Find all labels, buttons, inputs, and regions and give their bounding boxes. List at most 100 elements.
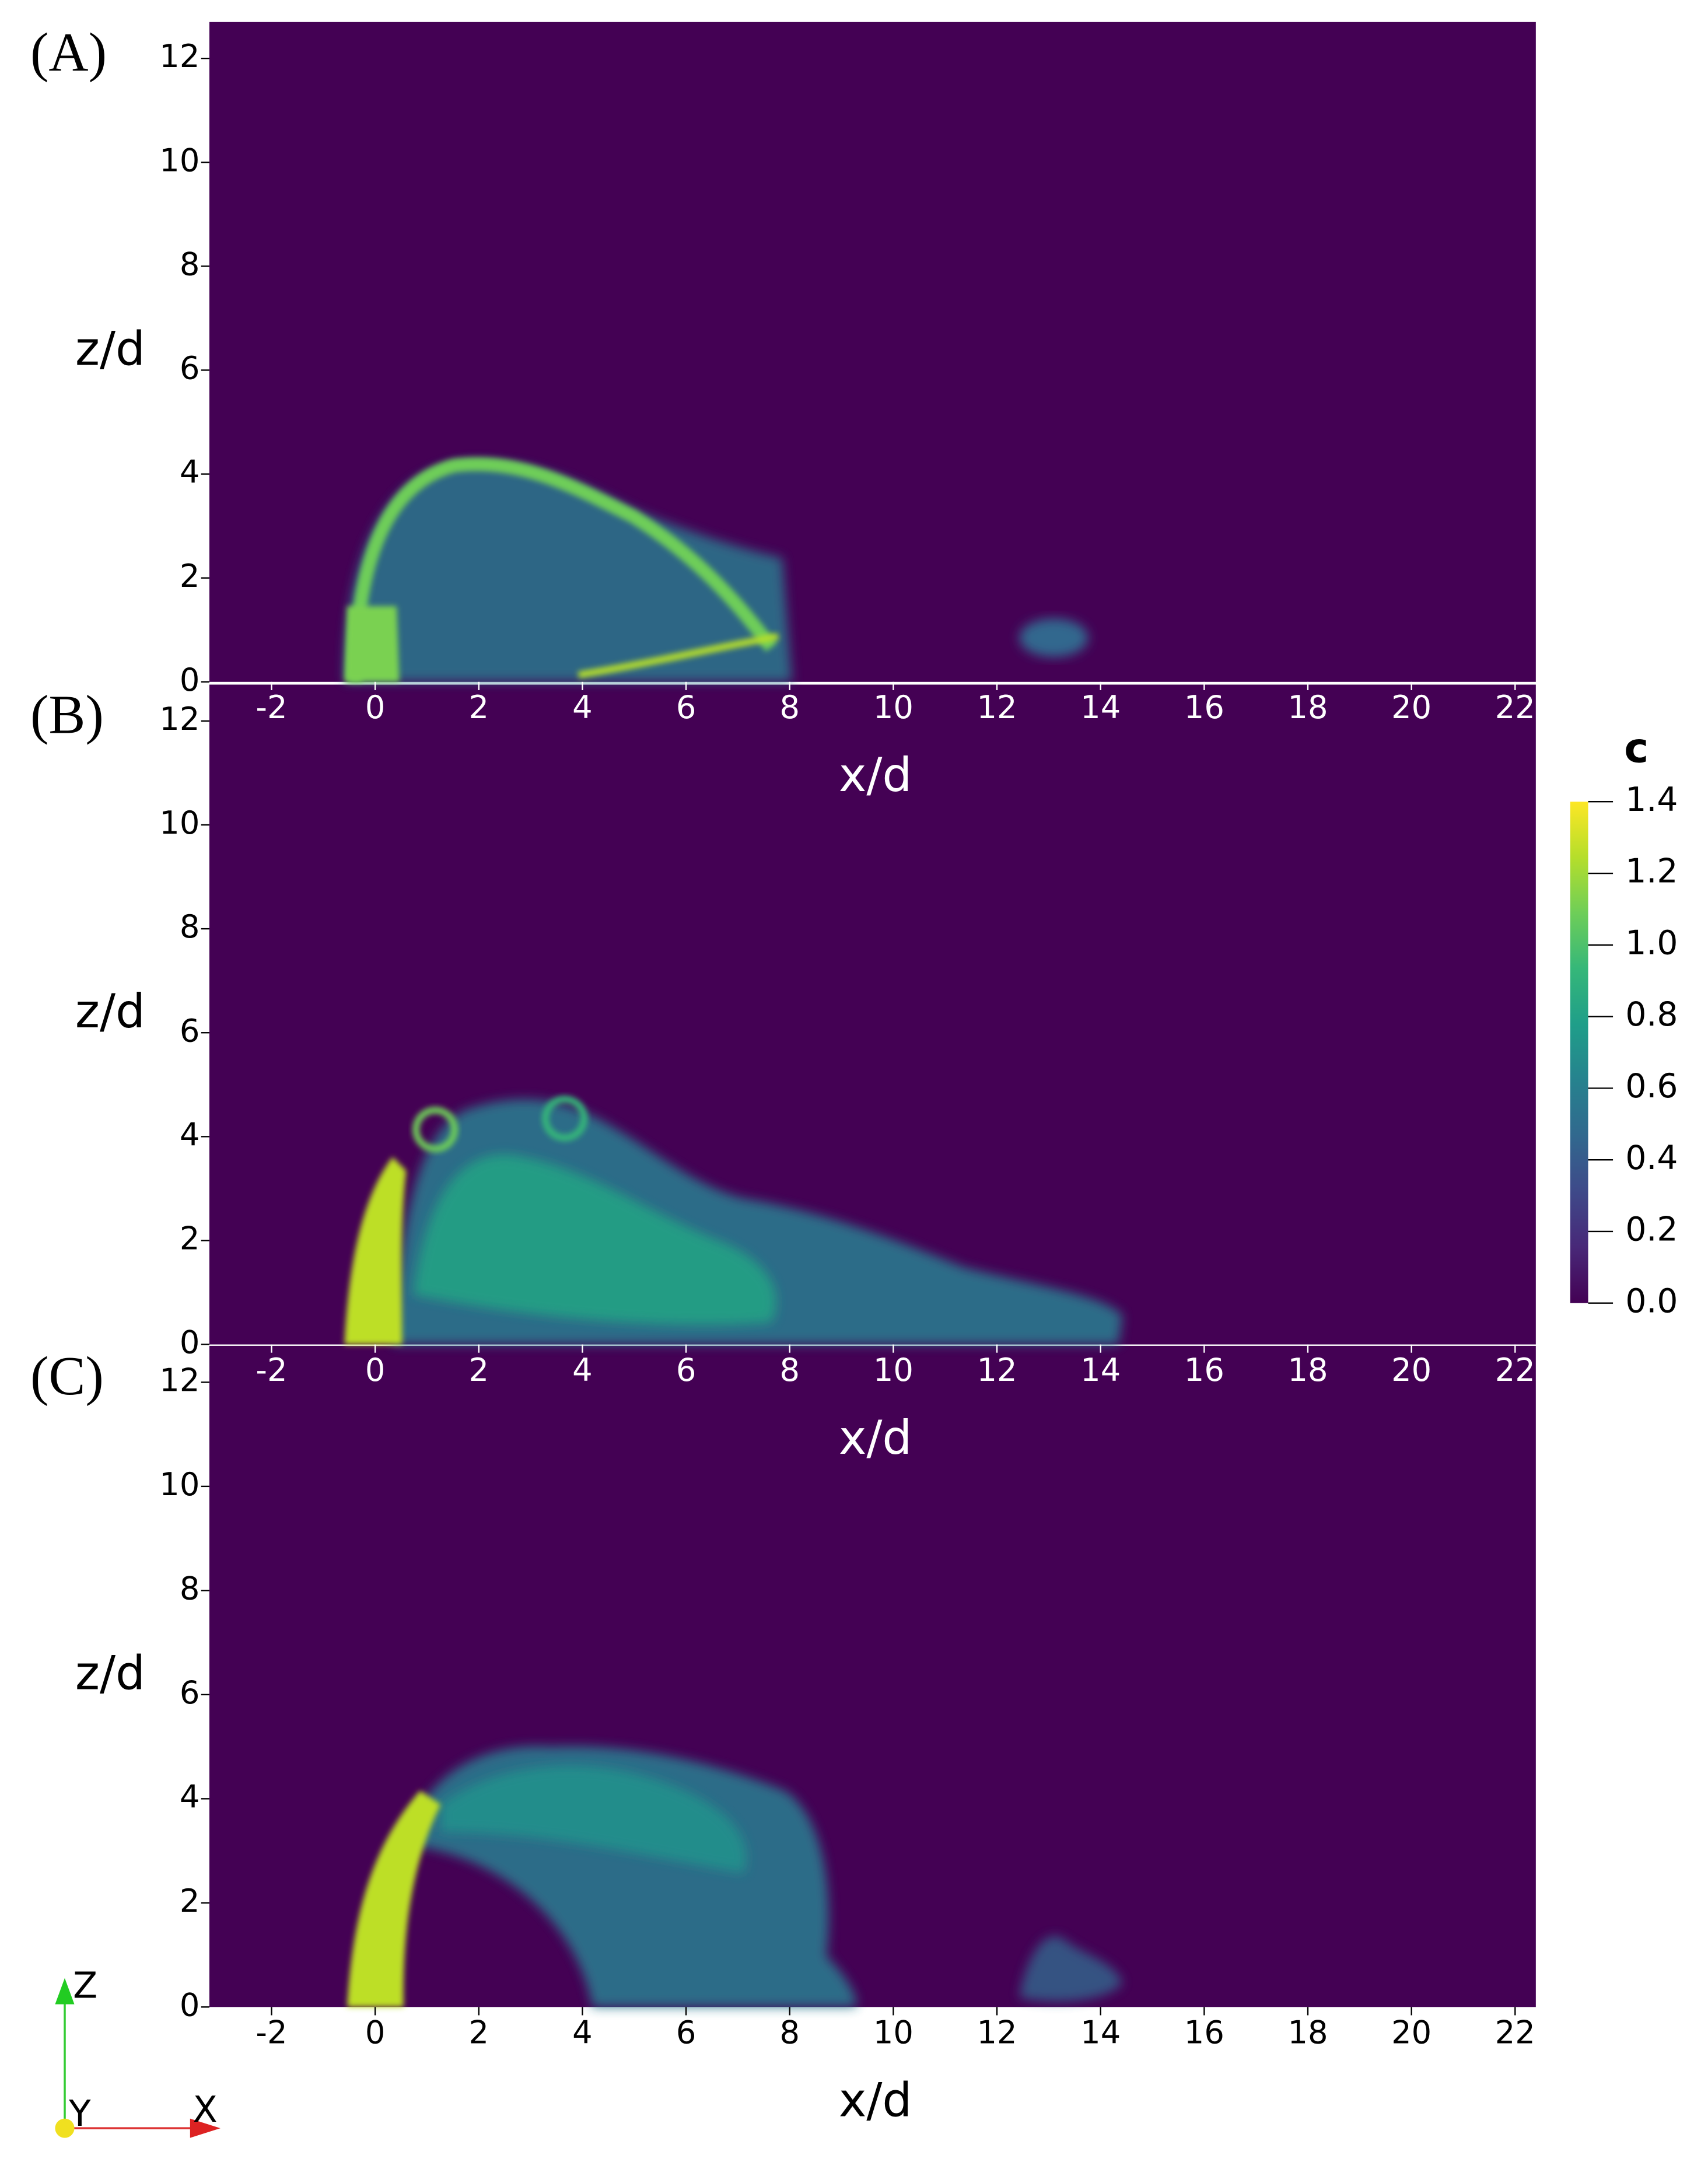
x-tick-label: 4 xyxy=(572,2014,593,2051)
x-axis-label: x/d xyxy=(839,2073,912,2128)
panel-label: (A) xyxy=(30,22,107,83)
axis-z-label: Z xyxy=(73,1965,97,2006)
x-tick-label: 8 xyxy=(779,1352,800,1388)
x-tick-label: 8 xyxy=(779,2014,800,2051)
y-tick-label: 4 xyxy=(180,1116,200,1153)
panel-label: (C) xyxy=(30,1346,104,1407)
plot-area xyxy=(209,1345,1536,2007)
plume-c-jet xyxy=(347,1790,441,2007)
orientation-axes: Z Y X xyxy=(55,1965,220,2138)
y-tick-label: 0 xyxy=(180,1986,200,2023)
y-tick-label: 4 xyxy=(180,1778,200,1815)
y-tick-label: 2 xyxy=(180,1220,200,1257)
x-tick-label: 18 xyxy=(1287,1352,1328,1388)
y-tick-label: 2 xyxy=(180,1883,200,1919)
plume-a-shear xyxy=(578,633,779,678)
x-tick-label: 22 xyxy=(1495,2014,1535,2051)
x-tick-label: 14 xyxy=(1080,689,1121,726)
y-tick-label: 4 xyxy=(180,454,200,491)
x-tick-label: 18 xyxy=(1287,2014,1328,2051)
x-tick-label: 0 xyxy=(365,689,386,726)
x-tick-label: 2 xyxy=(469,689,489,726)
x-tick-label: 4 xyxy=(572,1352,593,1388)
plume-b-vortex xyxy=(412,1107,459,1153)
x-tick-label: 4 xyxy=(572,689,593,726)
x-tick-label: 12 xyxy=(977,1352,1017,1388)
axis-x-label: X xyxy=(193,2089,218,2130)
y-tick-label: 6 xyxy=(180,1012,200,1049)
x-axis-label: x/d xyxy=(839,1410,912,1465)
y-tick-label: 6 xyxy=(180,350,200,387)
x-tick-label: 6 xyxy=(676,1352,696,1388)
y-tick-label: 8 xyxy=(180,908,200,945)
colorbar-tick-label: 0.6 xyxy=(1625,1067,1678,1106)
x-tick-label: 10 xyxy=(873,2014,914,2051)
arrow-x xyxy=(190,2118,220,2138)
x-tick-label: -2 xyxy=(256,1352,287,1388)
y-tick-label: 0 xyxy=(180,662,200,698)
y-tick-label: 6 xyxy=(180,1674,200,1711)
x-tick-label: 22 xyxy=(1495,1352,1535,1388)
y-tick-label: 12 xyxy=(159,1362,200,1399)
x-tick-label: 12 xyxy=(977,689,1017,726)
x-tick-label: 16 xyxy=(1184,2014,1224,2051)
x-tick-label: 22 xyxy=(1495,689,1535,726)
colorbar xyxy=(1570,802,1588,1303)
plume-c-tail xyxy=(1019,1936,1123,2002)
y-tick-label: 0 xyxy=(180,1324,200,1361)
colorbar-tick-label: 0.2 xyxy=(1625,1211,1678,1249)
y-tick-label: 8 xyxy=(180,246,200,282)
x-tick-label: -2 xyxy=(256,689,287,726)
x-tick-label: 0 xyxy=(365,1352,386,1388)
y-axis-label: z/d xyxy=(75,1646,145,1701)
y-tick-label: 8 xyxy=(180,1570,200,1607)
x-tick-label: 10 xyxy=(873,689,914,726)
x-tick-label: 12 xyxy=(977,2014,1017,2051)
plume-b-jet xyxy=(344,1157,407,1345)
y-tick-label: 12 xyxy=(159,38,200,75)
y-tick-label: 10 xyxy=(159,142,200,179)
x-tick-label: 20 xyxy=(1391,1352,1432,1388)
y-axis-label: z/d xyxy=(75,321,145,376)
y-tick-label: 10 xyxy=(159,1466,200,1503)
x-tick-label: 16 xyxy=(1184,1352,1224,1388)
x-tick-label: 18 xyxy=(1287,689,1328,726)
x-tick-label: 14 xyxy=(1080,2014,1121,2051)
plume-a-jet xyxy=(344,606,400,682)
y-tick-label: 12 xyxy=(159,701,200,737)
x-tick-label: -2 xyxy=(256,2014,287,2051)
colorbar-tick-label: 1.0 xyxy=(1625,923,1678,962)
plume-b-vortex xyxy=(542,1096,588,1142)
colorbar-tick-label: 0.8 xyxy=(1625,995,1678,1034)
colorbar-tick-label: 0.4 xyxy=(1625,1139,1678,1177)
x-tick-label: 6 xyxy=(676,689,696,726)
colorbar-title: c xyxy=(1624,723,1648,772)
plume-a-blob xyxy=(1019,618,1088,657)
arrow-z xyxy=(55,1978,75,2004)
x-tick-label: 8 xyxy=(779,689,800,726)
y-axis-label: z/d xyxy=(75,984,145,1038)
colorbar-tick-label: 1.4 xyxy=(1625,781,1678,819)
backgrounds xyxy=(209,22,1536,2007)
y-tick-label: 2 xyxy=(180,558,200,594)
x-tick-label: 14 xyxy=(1080,1352,1121,1388)
x-tick-label: 0 xyxy=(365,2014,386,2051)
axis-y-label: Y xyxy=(68,2093,91,2135)
plume-a-edge xyxy=(348,457,777,682)
plumes xyxy=(344,457,1123,2007)
plume-b-core xyxy=(413,1155,776,1325)
x-tick-label: 2 xyxy=(469,1352,489,1388)
x-axis-label: x/d xyxy=(839,747,912,802)
plume-c-core xyxy=(440,1765,747,1874)
x-tick-label: 16 xyxy=(1184,689,1224,726)
colorbar-tick-label: 0.0 xyxy=(1625,1282,1678,1320)
plume-a xyxy=(344,461,792,682)
panel-label: (B) xyxy=(30,685,104,746)
x-tick-label: 6 xyxy=(676,2014,696,2051)
colorbar-tick-label: 1.2 xyxy=(1625,852,1678,891)
x-tick-label: 10 xyxy=(873,1352,914,1388)
x-tick-label: 20 xyxy=(1391,2014,1432,2051)
y-tick-label: 10 xyxy=(159,804,200,841)
